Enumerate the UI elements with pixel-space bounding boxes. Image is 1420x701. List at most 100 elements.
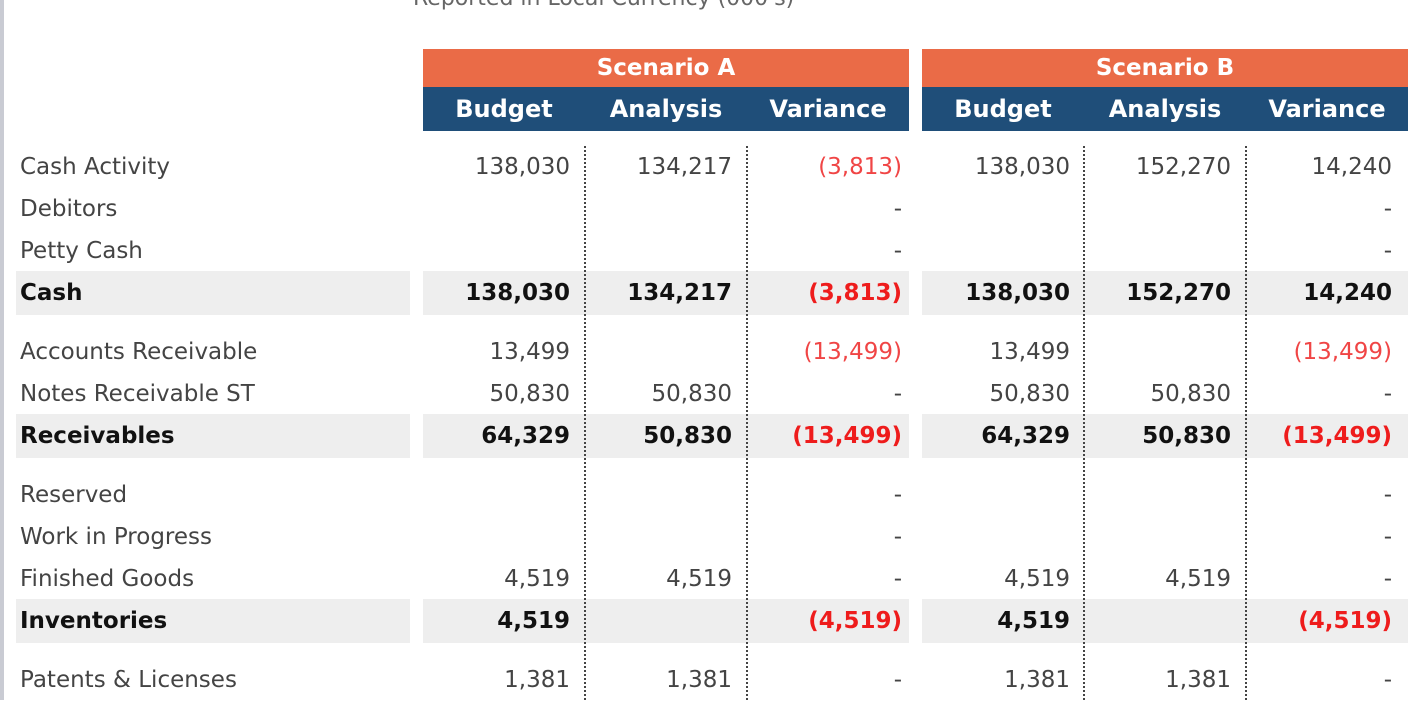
value-cell: 13,499 [489,339,570,365]
value-cell [920,230,1070,272]
column-header-analysis: Analysis [1084,87,1246,131]
value-cell: 4,519 [997,608,1070,634]
value-cell: 14,240 [1303,280,1392,306]
report-subtitle: Reported in Local Currency (000's) [413,0,794,11]
value-cell [920,188,1070,230]
value-cell: 152,270 [1135,154,1231,180]
row-label: Cash Activity [20,154,171,180]
row-label: Accounts Receivable [20,339,258,365]
scenario-header: Scenario B [922,49,1408,87]
value-cell: 4,519 [1165,566,1231,592]
value-cell [582,230,732,272]
value-cell [420,474,570,516]
value-cell: - [1383,196,1392,222]
total-row-band-scenario-a [423,599,909,643]
value-cell: - [893,667,902,693]
value-cell: (3,813) [818,154,902,180]
total-row-label: Inventories [20,608,168,634]
value-cell: (13,499) [1293,339,1392,365]
value-cell [1081,516,1231,558]
value-cell: 1,381 [1165,667,1231,693]
value-cell: 50,830 [989,381,1070,407]
total-row-label: Cash [20,280,83,306]
value-cell: 134,217 [636,154,732,180]
value-cell: - [1383,238,1392,264]
total-row-band-scenario-b [922,271,1408,315]
total-row-band-scenario-b [922,599,1408,643]
row-label: Work in Progress [20,524,212,550]
total-row-band-scenario-a [423,414,909,458]
value-cell: 64,329 [481,423,570,449]
column-header-variance: Variance [1246,87,1408,131]
value-cell [1081,331,1231,373]
value-cell: - [1383,667,1392,693]
value-cell: 138,030 [965,280,1070,306]
value-cell: 64,329 [981,423,1070,449]
column-header-analysis: Analysis [585,87,747,131]
value-cell: - [893,238,902,264]
value-cell: 4,519 [666,566,732,592]
total-row-band-label [16,414,410,458]
column-separator [1245,146,1247,700]
value-cell: - [1383,524,1392,550]
value-cell [582,188,732,230]
window-left-edge [0,0,4,700]
value-cell [420,230,570,272]
value-cell: (13,499) [803,339,902,365]
value-cell: 1,381 [504,667,570,693]
value-cell: 13,499 [989,339,1070,365]
value-cell: 50,830 [489,381,570,407]
value-cell: 50,830 [651,381,732,407]
value-cell: 4,519 [497,608,570,634]
value-cell: - [1383,566,1392,592]
value-cell: - [893,566,902,592]
value-cell: 138,030 [474,154,570,180]
value-cell: (13,499) [792,423,902,449]
value-cell: 4,519 [1004,566,1070,592]
value-cell [582,516,732,558]
value-cell: - [893,482,902,508]
value-cell: 14,240 [1311,154,1392,180]
total-row-label: Receivables [20,423,175,449]
value-cell: 1,381 [1004,667,1070,693]
column-separator [746,146,748,700]
total-row-band-label [16,271,410,315]
value-cell: - [893,524,902,550]
total-row-band-scenario-a [423,271,909,315]
value-cell: 50,830 [1150,381,1231,407]
column-header-variance: Variance [747,87,909,131]
value-cell [1081,188,1231,230]
value-cell [582,331,732,373]
value-cell: - [893,196,902,222]
value-cell [582,474,732,516]
value-cell: 138,030 [974,154,1070,180]
value-cell [1081,600,1231,642]
value-cell: 50,830 [1142,423,1231,449]
value-cell [420,188,570,230]
value-cell: 4,519 [504,566,570,592]
column-separator [1083,146,1085,700]
value-cell: 1,381 [666,667,732,693]
row-label: Finished Goods [20,566,195,592]
value-cell [582,600,732,642]
row-label: Patents & Licenses [20,667,237,693]
value-cell: - [1383,482,1392,508]
value-cell [920,516,1070,558]
value-cell [420,516,570,558]
total-row-band-label [16,599,410,643]
value-cell [920,474,1070,516]
column-header-budget: Budget [922,87,1084,131]
value-cell: (4,519) [808,608,902,634]
scenario-header: Scenario A [423,49,909,87]
value-cell: 50,830 [643,423,732,449]
column-separator [584,146,586,700]
row-label: Petty Cash [20,238,143,264]
value-cell: (3,813) [808,280,902,306]
value-cell: 134,217 [627,280,732,306]
value-cell: 138,030 [465,280,570,306]
value-cell: (4,519) [1298,608,1392,634]
value-cell: (13,499) [1282,423,1392,449]
row-label: Reserved [20,482,128,508]
value-cell [1081,474,1231,516]
value-cell: 152,270 [1126,280,1231,306]
